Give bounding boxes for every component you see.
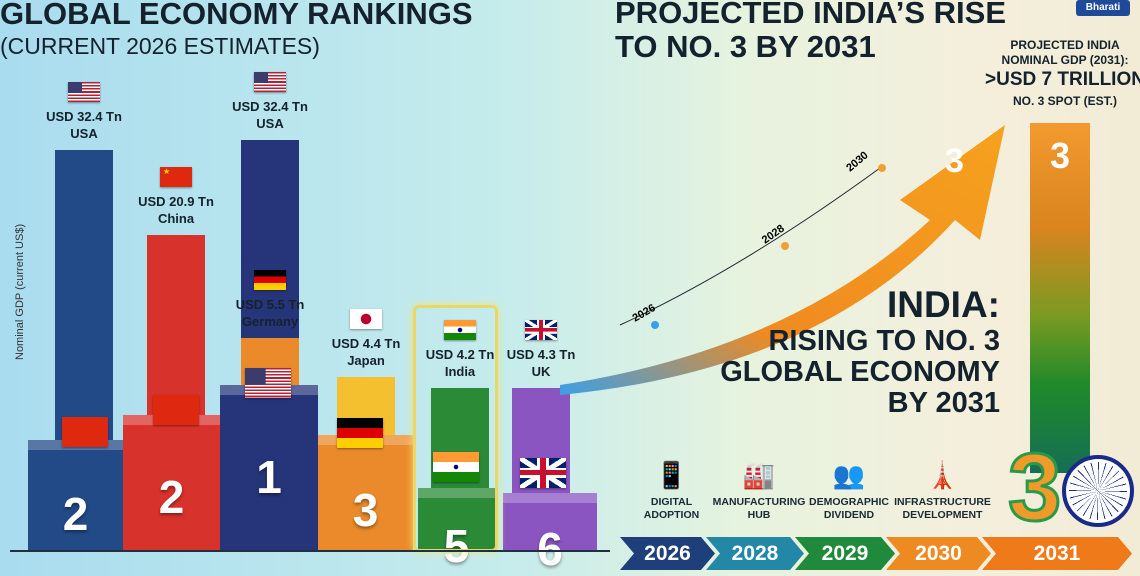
podium-rank-2: 2 [28,440,123,550]
india-highlight-box [413,305,498,552]
timeline-year-2031: 2031 [982,537,1132,570]
growth-driver-label: INFRASTRUCTURE DEVELOPMENT [894,496,991,521]
gdp-value: USD 20.9 Tn [138,194,214,209]
right-title-line2: TO NO. 3 BY 2031 [615,29,876,64]
country-name: Japan [347,353,385,368]
projection-line1: PROJECTED INDIA [1010,38,1120,52]
gdp-value: USD 5.5 Tn [235,297,305,312]
country-name: India [444,364,476,379]
headline-line2: GLOBAL ECONOMY [720,356,1000,388]
marker-2026 [651,321,659,329]
y-axis-label: Nominal GDP (current US$) [14,223,26,360]
flag-india-icon [444,320,476,340]
podium-flag-icon [153,395,199,425]
growth-driver-label: DEMOGRAPHIC DIVIDEND [809,496,889,521]
tower-growth-icon: 🗼 [926,460,959,490]
left-title: GLOBAL ECONOMY RANKINGS [0,0,473,31]
factory-icon: 🏭 [742,460,776,490]
flag-usa-icon [68,82,100,102]
timeline-year-2028: 2028 [706,537,804,570]
ashoka-chakra-icon [1062,455,1134,527]
bar-label-japan: USD 4.4 Tn Japan [311,335,421,369]
podium-rank-1: 1 [220,385,318,550]
growth-arrow: 2026 2028 2030 3 [560,125,1005,395]
arrow-year-2026: 2026 [631,302,658,325]
podium-rank-6: 6 [503,493,597,575]
smartphone-touch-icon: 📱 [655,460,688,490]
india-2031-bar: 3 [1030,123,1090,473]
podium-flag-icon [520,458,566,488]
projection-value: >USD 7 TRILLION [985,69,1140,90]
marker-2028 [781,242,789,250]
gdp-value: USD 32.4 Tn [46,109,122,124]
bar-label-uk: USD 4.3 Tn UK [486,346,596,380]
projection-box: PROJECTED INDIA NOMINAL GDP (2031): >USD… [960,38,1140,109]
bharati-logo: Bharati [1076,0,1130,16]
arrow-body [560,125,1005,395]
country-name: USA [256,116,284,131]
arrow-rank: 3 [945,142,964,180]
country-name: China [157,211,195,226]
podium-rank-3: 3 [318,435,413,550]
flag-china-icon: ★ [160,167,192,187]
projection-spot: NO. 3 SPOT (EST.) [1012,94,1117,108]
gdp-value: USD 4.3 Tn [506,347,576,362]
timeline-year-2029: 2029 [795,537,895,570]
gdp-value: USD 32.4 Tn [232,99,308,114]
india-headline: INDIA: RISING TO NO. 3 GLOBAL ECONOMY BY… [720,284,1000,419]
timeline-year-2030: 2030 [886,537,991,570]
arrow-timeline-line [619,167,881,326]
gdp-value: USD 4.2 Tn [425,347,495,362]
podium-flag-icon [433,452,479,482]
flag-uk-icon [525,320,557,340]
right-title-line1: PROJECTED INDIA’S RISE [615,0,1007,30]
projection-line2: NOMINAL GDP (2031): [1001,53,1129,67]
arrow-year-2030: 2030 [844,149,870,174]
podium-rank-5: 5 [418,488,495,572]
country-name: UK [531,364,551,379]
country-name: Germany [241,314,299,329]
timeline-year-2026: 2026 [620,537,715,570]
emblem-three: 3 [1006,434,1062,541]
podium-flag-icon [245,368,291,398]
bar-label-india: USD 4.2 Tn India [405,346,515,380]
headline-title: INDIA: [886,284,1000,325]
growth-driver-label: DIGITAL ADOPTION [643,496,700,521]
flag-germany-icon [254,270,286,290]
bar-label-germany: USD 5.5 Tn Germany [215,296,325,330]
flag-usa-icon [254,72,286,92]
country-name: USA [70,126,98,141]
bar-label-usa: USD 32.4 Tn USA [215,98,325,132]
left-subtitle: (CURRENT 2026 ESTIMATES) [0,33,320,59]
headline-line1: RISING TO NO. 3 [768,325,1000,357]
headline-line3: BY 2031 [887,387,1000,419]
marker-2030 [878,164,886,172]
bar-label-china: USD 20.9 Tn China [121,193,231,227]
podium-flag-icon [62,417,108,447]
right-title: PROJECTED INDIA’S RISE TO NO. 3 BY 2031 [615,0,1006,64]
bar-label-usa: USD 32.4 Tn USA [29,108,139,142]
flag-japan-icon [350,309,382,329]
podium-rank-2: 2 [123,415,220,550]
baseline [10,550,610,552]
podium-flag-icon [337,418,383,448]
growth-driver-label: MANUFACTURING HUB [712,496,806,521]
people-icon: 👥 [832,460,866,490]
gdp-value: USD 4.4 Tn [331,336,401,351]
